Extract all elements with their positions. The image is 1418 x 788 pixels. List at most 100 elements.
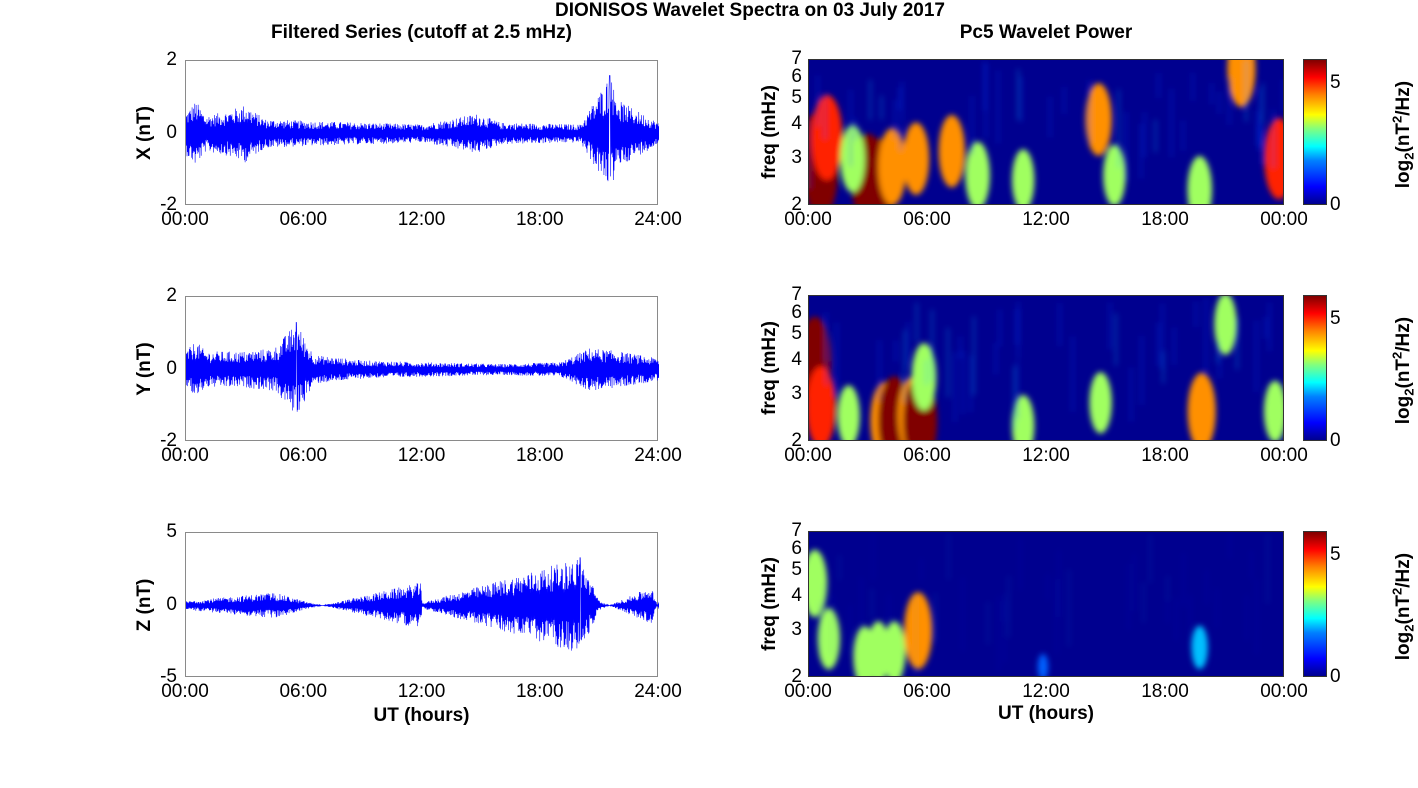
x-tick-label: 18:00 — [515, 681, 564, 702]
freq-tick-label: 2 — [791, 194, 802, 215]
x-tick-label: 06:00 — [279, 445, 328, 466]
x-tick-label: 00:00 — [161, 209, 209, 230]
freq-tick-label: 6 — [791, 537, 802, 559]
x-tick-label: 18:00 — [515, 209, 564, 230]
freq-tick-label: 4 — [791, 349, 802, 371]
x-tick-label: 24:00 — [634, 445, 682, 466]
power-blob — [904, 592, 933, 670]
x-tick-label: 06:00 — [903, 209, 951, 230]
y-tick-label: 2 — [166, 285, 177, 306]
x-tick-label: 18:00 — [515, 445, 564, 466]
freq-tick-label: 3 — [791, 146, 802, 168]
power-blob — [1012, 149, 1035, 204]
freq-tick-label: 4 — [791, 585, 802, 607]
colorbar — [1303, 59, 1327, 205]
freq-tick-label: 7 — [791, 48, 802, 69]
x-tick-label: 12:00 — [397, 445, 446, 466]
power-blob — [1264, 118, 1283, 200]
x-tick-label: 06:00 — [903, 445, 951, 466]
series-line — [186, 557, 659, 651]
freq-tick-label: 2 — [791, 430, 802, 451]
series-line — [186, 75, 659, 182]
series-line — [186, 322, 659, 412]
freq-tick-label: 3 — [791, 618, 802, 640]
power-blob — [965, 141, 990, 204]
x-tick-label: 18:00 — [1141, 681, 1189, 702]
freq-tick-label: 5 — [791, 559, 802, 581]
series-trace-svg — [186, 322, 659, 412]
x-tick-label: 24:00 — [634, 681, 682, 702]
y-tick-label: 0 — [166, 357, 177, 379]
y-tick-label: 5 — [166, 521, 177, 542]
y-axis-label: freq (mHz) — [759, 557, 780, 651]
left-column-title: Filtered Series (cutoff at 2.5 mHz) — [271, 22, 572, 43]
x-tick-label: 12:00 — [1022, 209, 1070, 230]
power-blob — [1085, 83, 1112, 156]
power-blob — [817, 608, 840, 670]
x-tick-label: 18:00 — [1141, 209, 1189, 230]
y-tick-label: 0 — [166, 593, 177, 615]
spectrum-svg — [809, 60, 1283, 204]
power-blob — [902, 122, 930, 195]
series-plot-0 — [185, 60, 659, 205]
x-tick-label: 18:00 — [1141, 445, 1189, 466]
power-blob — [1227, 60, 1256, 108]
colorbar — [1303, 295, 1327, 441]
freq-tick-label: 2 — [791, 666, 802, 687]
x-axis-label: UT (hours) — [997, 703, 1095, 724]
colorbar-tick-label: 5 — [1330, 308, 1341, 330]
power-blob — [1214, 296, 1237, 355]
x-tick-label: 00:00 — [784, 681, 832, 702]
x-tick-label: 00:00 — [784, 209, 832, 230]
x-tick-label: 00:00 — [784, 445, 832, 466]
y-axis-label: Z (nT) — [134, 578, 155, 631]
power-blob — [809, 366, 836, 440]
y-tick-label: -2 — [160, 194, 177, 215]
colorbar-label: log2(nT2/Hz) — [1389, 80, 1417, 189]
colorbar-tick-label: 5 — [1330, 544, 1341, 566]
y-axis-label: freq (mHz) — [759, 321, 780, 415]
x-tick-label: 12:00 — [1022, 445, 1070, 466]
power-blob — [938, 115, 965, 188]
y-axis-label: Y (nT) — [134, 341, 155, 396]
power-blob — [1263, 380, 1283, 440]
wavelet-spectrum-1 — [808, 295, 1284, 441]
x-tick-label: 12:00 — [1022, 681, 1070, 702]
power-blob — [911, 343, 937, 411]
y-axis-label: freq (mHz) — [759, 85, 780, 179]
spectrum-svg — [809, 532, 1269, 676]
freq-tick-label: 5 — [791, 87, 802, 109]
colorbar-label: log2(nT2/Hz) — [1389, 316, 1417, 425]
freq-tick-label: 7 — [791, 284, 802, 305]
freq-tick-label: 6 — [791, 301, 802, 323]
x-tick-label: 12:00 — [397, 209, 446, 230]
series-plot-2 — [185, 532, 659, 677]
freq-tick-label: 5 — [791, 323, 802, 345]
series-trace-svg — [186, 75, 659, 182]
x-tick-label: 00:00 — [1260, 681, 1308, 702]
freq-tick-label: 7 — [791, 520, 802, 541]
power-blob — [1187, 156, 1212, 204]
x-tick-label: 12:00 — [397, 681, 446, 702]
y-tick-label: -2 — [160, 430, 177, 451]
power-blob — [1187, 372, 1216, 440]
wavelet-spectrum-2 — [808, 531, 1284, 677]
wavelet-spectrum-0 — [808, 59, 1284, 205]
power-blob — [840, 125, 865, 193]
y-tick-label: 0 — [166, 121, 177, 143]
power-blob — [837, 385, 860, 440]
colorbar-tick-label: 5 — [1330, 72, 1341, 94]
series-plot-1 — [185, 296, 659, 441]
power-blob — [1089, 372, 1112, 434]
series-trace-svg — [186, 557, 659, 651]
y-tick-label: 2 — [166, 49, 177, 70]
power-blob — [809, 549, 828, 618]
spectrum-svg — [809, 296, 1283, 440]
power-blob — [1103, 144, 1126, 204]
freq-tick-label: 6 — [791, 65, 802, 87]
colorbar-tick-label: 0 — [1330, 430, 1341, 451]
colorbar — [1303, 531, 1327, 677]
x-axis-label: UT (hours) — [373, 705, 470, 726]
power-blob — [883, 621, 906, 676]
x-tick-label: 00:00 — [161, 445, 209, 466]
